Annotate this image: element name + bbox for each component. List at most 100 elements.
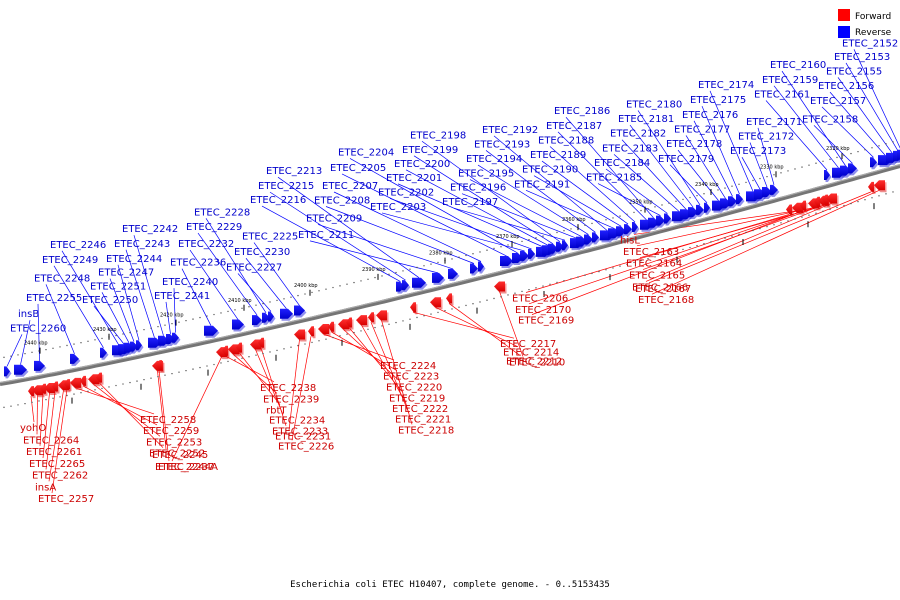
leader-lines	[6, 49, 900, 494]
scale-dot-lower	[262, 352, 264, 355]
scale-dot-upper	[829, 158, 831, 161]
gene-label-etec-2225: ETEC_2225	[242, 232, 298, 243]
scale-dot-lower	[73, 393, 75, 395]
scale-dot-upper	[647, 208, 649, 210]
leader-etec-2244a	[158, 370, 170, 462]
leader-etec-2153	[845, 62, 899, 152]
gene-label-etec-2169: ETEC_2169	[518, 316, 574, 327]
scale-dot-lower	[514, 292, 516, 294]
leader-etec-2178	[677, 149, 719, 201]
leader-etec-2187	[557, 131, 647, 221]
leader-etec-2204	[349, 158, 518, 254]
gene-label-etec-2187: ETEC_2187	[546, 121, 602, 132]
scale-dot-lower	[346, 333, 348, 335]
gene-etec-2229	[252, 315, 264, 328]
backbone-line	[0, 164, 900, 386]
scale-dot-lower	[619, 265, 621, 267]
scale-dot-lower	[17, 404, 19, 406]
scale-dot-lower	[542, 285, 544, 287]
gene-label-etec-2200: ETEC_2200	[394, 159, 450, 170]
leader-etec-2167	[648, 191, 872, 284]
scale-dot-upper	[773, 174, 775, 176]
scale-label: 2410 kbp	[228, 298, 252, 304]
scale-label: 2330 kbp	[760, 164, 784, 170]
gene-label-etec-2157: ETEC_2157	[810, 96, 866, 107]
scale-dot-upper	[808, 164, 810, 166]
scale-dot-upper	[682, 198, 684, 201]
scale-dot-lower	[710, 241, 712, 243]
gene-etec-2167	[868, 181, 876, 194]
leader-etec-2246	[61, 250, 120, 346]
scale-dot-upper	[801, 166, 803, 168]
leader-etec-2200	[405, 169, 549, 246]
scale-dot-lower	[829, 208, 831, 211]
scale-dot-upper	[192, 318, 194, 320]
gene-etec-2168	[874, 180, 887, 193]
gene-label-etec-2264: ETEC_2264	[23, 435, 79, 446]
scale-dot-upper	[262, 302, 264, 305]
gene-label-etec-2259: ETEC_2259	[143, 426, 199, 437]
scale-dot-lower	[276, 349, 278, 352]
gene-label-etec-2221: ETEC_2221	[395, 414, 451, 425]
gene-label-etec-2205: ETEC_2205	[330, 163, 386, 174]
scale-dot-upper	[220, 312, 222, 314]
gene-etec-2218	[376, 310, 389, 323]
leader-etec-2195	[469, 179, 582, 237]
leader-etec-2234	[255, 349, 284, 415]
gene-label-etec-2199: ETEC_2199	[402, 145, 458, 156]
gene-etec-2231	[294, 329, 307, 342]
scale-dot-lower	[843, 204, 845, 207]
gene-label-etec-2246: ETEC_2246	[50, 240, 106, 251]
scale-dot-upper	[73, 343, 75, 345]
scale-dot-lower	[381, 325, 383, 327]
scale-dot-upper	[500, 246, 502, 248]
scale-dot-upper	[409, 268, 411, 270]
scale-dot-upper	[325, 288, 327, 290]
gene-etec-2221	[368, 312, 376, 325]
leader-etec-2160	[781, 70, 846, 166]
gene-etec-2223	[328, 321, 336, 334]
gene-etec-2172	[762, 187, 774, 199]
scale-dot-upper	[759, 177, 761, 180]
scale-dot-upper	[458, 256, 460, 258]
leader-etec-2193	[485, 150, 596, 233]
leader-etec-2221	[370, 322, 410, 414]
scale-dot-upper	[570, 228, 572, 230]
gene-label-etec-2220: ETEC_2220	[386, 382, 442, 393]
scale-dot-upper	[318, 290, 320, 292]
gene-insb	[14, 364, 29, 377]
scale-label: 2320 kbp	[826, 146, 850, 152]
scale-dot-lower	[528, 288, 530, 291]
scale-dot-lower	[738, 233, 740, 235]
leader-etec-2196	[461, 193, 577, 239]
leader-etec-2201	[397, 183, 544, 248]
gene-etec-2233	[258, 337, 266, 350]
scale-dot-lower	[689, 246, 691, 249]
gene-label-etec-2206: ETEC_2206	[512, 293, 568, 304]
scale-label: 2380 kbp	[429, 251, 453, 257]
scale-dot-upper	[52, 347, 54, 349]
scale-dot-lower	[227, 360, 229, 363]
gene-etec-2188	[632, 222, 640, 234]
scale-label: 2420 kbp	[160, 313, 184, 319]
scale-dot-lower	[794, 218, 796, 220]
leader-etec-2257	[51, 389, 68, 494]
scale-dot-lower	[437, 311, 439, 314]
gene-label-etec-2174: ETEC_2174	[698, 80, 754, 91]
leader-etec-2242	[133, 235, 164, 336]
leader-etec-2194	[477, 164, 589, 235]
scale-dot-lower	[3, 406, 5, 409]
scale-dot-upper	[3, 356, 5, 359]
scale-dot-lower	[668, 252, 670, 254]
leader-etec-2249	[53, 265, 104, 349]
gene-etec-2259	[80, 375, 88, 388]
gene-rbtt	[236, 342, 244, 355]
scale-dot-lower	[556, 281, 558, 284]
gene-label-etec-2238: ETEC_2238	[260, 383, 316, 394]
backbone-highlight	[0, 163, 900, 384]
scale-dot-upper	[892, 141, 894, 143]
scale-dot-lower	[122, 383, 124, 385]
leader-etec-2228	[205, 218, 267, 314]
leader-etec-2152	[853, 49, 900, 149]
gene-etec-2166	[826, 193, 839, 206]
